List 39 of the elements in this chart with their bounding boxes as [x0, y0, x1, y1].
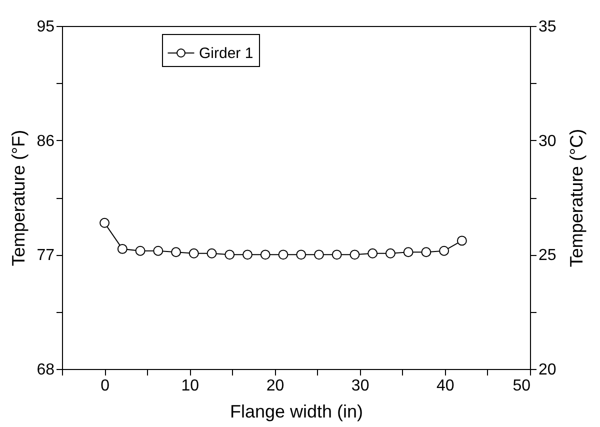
y-tick-label: 77 — [36, 247, 55, 264]
y2-tick-label: 30 — [538, 132, 556, 150]
point — [368, 248, 378, 258]
y2-tick-label: 35 — [538, 18, 556, 36]
y2-tick-label: 20 — [538, 362, 556, 378]
x-tick-label: 40 — [436, 378, 454, 394]
point — [188, 248, 199, 258]
x-axis-title: Flange width (in) — [230, 402, 364, 422]
point — [332, 250, 342, 260]
point — [100, 218, 110, 228]
point — [439, 246, 450, 256]
point — [206, 248, 217, 258]
point — [135, 246, 146, 256]
point — [278, 250, 288, 260]
x-tick-label: 50 — [512, 378, 531, 394]
point — [385, 248, 396, 258]
x-tick-label: 30 — [351, 378, 370, 394]
x-tick-label: 20 — [266, 378, 284, 394]
y2-tick-label: 25 — [538, 247, 556, 264]
point — [314, 250, 324, 260]
y2-axis-title: Temperature (°C) — [566, 128, 586, 268]
point — [242, 250, 252, 260]
point — [260, 250, 270, 260]
point — [224, 250, 235, 260]
point — [296, 250, 306, 260]
x-tick-label: 0 — [100, 378, 110, 394]
x-tick-label: 10 — [181, 378, 200, 394]
legend-label: Girder 1 — [199, 45, 254, 62]
point — [421, 247, 432, 258]
point — [350, 250, 360, 260]
point — [117, 244, 128, 254]
point — [153, 246, 164, 256]
y-tick-label: 95 — [36, 18, 55, 36]
y-tick-label: 68 — [36, 362, 55, 378]
y-axis-title: Temperature (°F) — [8, 130, 29, 266]
point — [456, 236, 467, 246]
point — [171, 247, 181, 258]
point — [403, 247, 414, 258]
y-tick-label: 86 — [36, 132, 55, 150]
